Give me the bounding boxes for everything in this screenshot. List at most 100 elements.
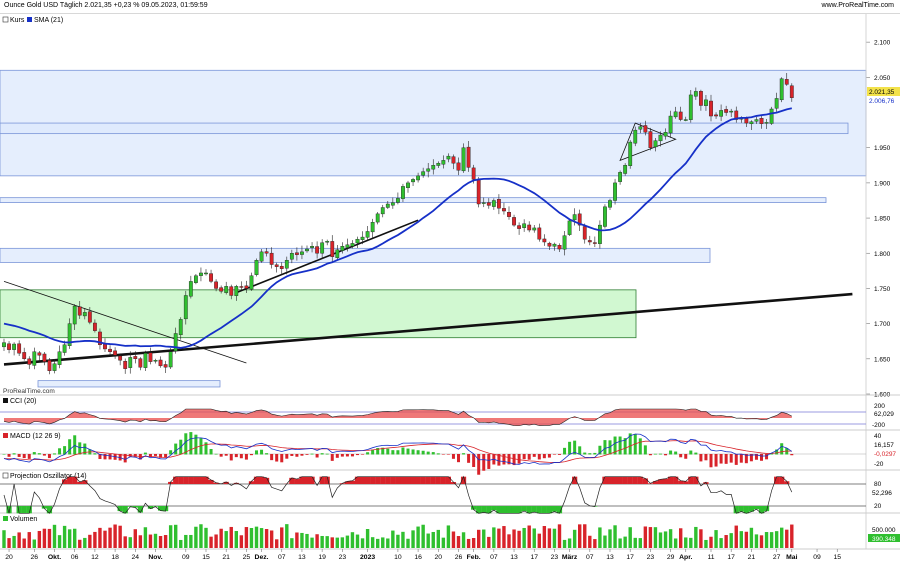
volume-bar bbox=[522, 527, 526, 548]
candle bbox=[153, 358, 158, 364]
candle-up bbox=[57, 351, 62, 365]
candle-up bbox=[249, 275, 254, 290]
candle bbox=[315, 241, 319, 259]
source-url[interactable]: www.ProRealTime.com bbox=[821, 2, 894, 9]
volume-bar bbox=[436, 529, 440, 548]
macd-hist-bar bbox=[295, 454, 299, 457]
candle-up bbox=[234, 286, 239, 296]
candle-up bbox=[320, 242, 325, 254]
candle bbox=[148, 347, 153, 365]
macd-hist-bar bbox=[386, 448, 390, 455]
price-tick-label: 2.050 bbox=[874, 75, 891, 82]
candle-down bbox=[456, 162, 461, 171]
volume-bar bbox=[684, 537, 688, 548]
candle-down bbox=[22, 352, 27, 360]
volume-bar bbox=[598, 527, 602, 548]
last-price-label: 2.021,35 bbox=[869, 89, 895, 96]
macd-hist-bar bbox=[361, 454, 365, 455]
cci-label: CCI (20) bbox=[10, 398, 36, 405]
macd-hist-bar bbox=[406, 448, 410, 455]
macd-hist-bar bbox=[679, 454, 683, 458]
candle-up bbox=[375, 213, 380, 223]
candle bbox=[557, 243, 562, 252]
macd-hist-bar bbox=[593, 452, 597, 455]
candle-up bbox=[178, 319, 183, 336]
candle bbox=[446, 153, 451, 163]
cci-area bbox=[4, 409, 792, 426]
candle bbox=[355, 236, 360, 249]
candle bbox=[486, 198, 491, 209]
candle-down bbox=[92, 322, 97, 331]
macd-hist-bar bbox=[290, 454, 294, 456]
candle bbox=[380, 204, 385, 218]
macd-label: MACD (12 26 9) bbox=[10, 433, 61, 440]
volume-bar bbox=[618, 538, 622, 548]
volume-bar bbox=[648, 527, 653, 548]
volume-bar bbox=[138, 535, 143, 548]
price-tick-label: 2.100 bbox=[874, 40, 891, 47]
volume-bar bbox=[517, 530, 521, 548]
candle bbox=[456, 157, 461, 176]
macd-hist-bar bbox=[133, 454, 137, 457]
volume-bar bbox=[719, 538, 723, 548]
candle-up bbox=[749, 121, 754, 125]
candle-down bbox=[103, 344, 107, 350]
candle bbox=[421, 167, 426, 178]
candle-up bbox=[12, 343, 16, 350]
candle bbox=[244, 280, 249, 294]
macd-hist-bar bbox=[421, 450, 425, 455]
candle-down bbox=[577, 213, 582, 226]
volume-bar bbox=[17, 532, 21, 548]
volume-bar bbox=[365, 529, 370, 548]
volume-bar bbox=[249, 527, 254, 548]
candle-up bbox=[431, 165, 436, 170]
candle-down bbox=[295, 252, 299, 255]
macd-hist-bar bbox=[325, 453, 329, 455]
macd-hist-bar bbox=[537, 454, 541, 460]
volume-bar bbox=[47, 528, 52, 548]
macd-hist-bar bbox=[522, 454, 526, 460]
macd-hist-bar bbox=[507, 454, 511, 465]
volume-bar bbox=[451, 531, 456, 548]
candle-up bbox=[491, 200, 496, 207]
candle bbox=[613, 178, 617, 205]
volume-bar bbox=[785, 529, 789, 548]
proj-axis-80: 80 bbox=[874, 481, 882, 488]
x-tick-label: 07 bbox=[586, 554, 594, 561]
candle bbox=[320, 239, 325, 260]
candle-down bbox=[244, 285, 249, 289]
x-axis: 20 26 Okt. 06 12 18 24 Nov. 09 15 21 25 Dez. 07 13 19 23… bbox=[5, 549, 841, 561]
candle bbox=[113, 347, 118, 359]
candle bbox=[704, 94, 708, 111]
volume-bar bbox=[7, 538, 11, 548]
candle-down bbox=[678, 111, 683, 120]
macd-hist-bar bbox=[775, 449, 779, 455]
proj-axis-20: 20 bbox=[874, 503, 882, 510]
candle bbox=[67, 318, 72, 349]
candle-up bbox=[658, 134, 663, 142]
macd-hist-bar bbox=[340, 454, 344, 457]
volume-bar bbox=[658, 532, 663, 548]
candle-down bbox=[98, 331, 102, 345]
candle bbox=[52, 359, 57, 374]
macd-hist-bar bbox=[643, 445, 647, 455]
volume-bar bbox=[562, 539, 567, 548]
macd-hist-bar bbox=[623, 438, 627, 455]
macd-hist-bar bbox=[280, 454, 284, 463]
candle bbox=[618, 170, 623, 185]
volume-bar bbox=[552, 528, 557, 548]
volume-bar bbox=[754, 534, 759, 548]
volume-bar bbox=[22, 538, 26, 548]
x-tick-label: 26 bbox=[455, 554, 463, 561]
macd-hist-bar bbox=[618, 436, 622, 455]
candle-down bbox=[542, 238, 547, 243]
candle bbox=[436, 161, 441, 168]
candle bbox=[183, 290, 188, 325]
volume-bar bbox=[623, 536, 627, 548]
macd-hist-bar bbox=[330, 454, 334, 461]
volume-bar bbox=[416, 526, 420, 548]
macd-hist-bar bbox=[169, 450, 173, 455]
volume-bar bbox=[557, 524, 562, 548]
candle-up bbox=[385, 203, 390, 208]
candle-down bbox=[759, 118, 764, 124]
